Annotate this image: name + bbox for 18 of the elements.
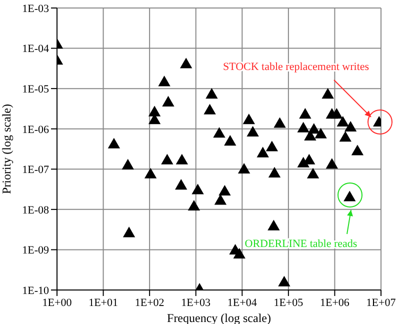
x-tick-label: 1E+03 — [181, 296, 212, 309]
x-tick-label: 1E+00 — [42, 296, 72, 309]
x-tick-label: 1E+02 — [134, 296, 164, 309]
y-tick-label: 1E-08 — [22, 204, 50, 216]
y-tick-label: 1E-04 — [22, 43, 50, 56]
x-tick-label: 1E+06 — [320, 296, 350, 309]
y-tick-label: 1E-06 — [22, 124, 50, 136]
x-tick-label: 1E+05 — [274, 296, 304, 309]
y-tick-label: 1E-05 — [22, 83, 50, 96]
y-tick-label: 1E-03 — [22, 2, 50, 15]
annotation: ORDERLINE table reads — [244, 238, 358, 250]
y-tick-label: 1E-07 — [22, 164, 50, 176]
y-axis-title: Priority (log scale) — [0, 104, 14, 194]
x-tick-label: 1E+04 — [227, 296, 258, 309]
x-tick-label: 1E+01 — [88, 296, 118, 309]
x-tick-label: 1E+07 — [366, 296, 396, 309]
y-tick-label: 1E-10 — [22, 284, 50, 297]
y-tick-label: 1E-09 — [22, 244, 50, 257]
